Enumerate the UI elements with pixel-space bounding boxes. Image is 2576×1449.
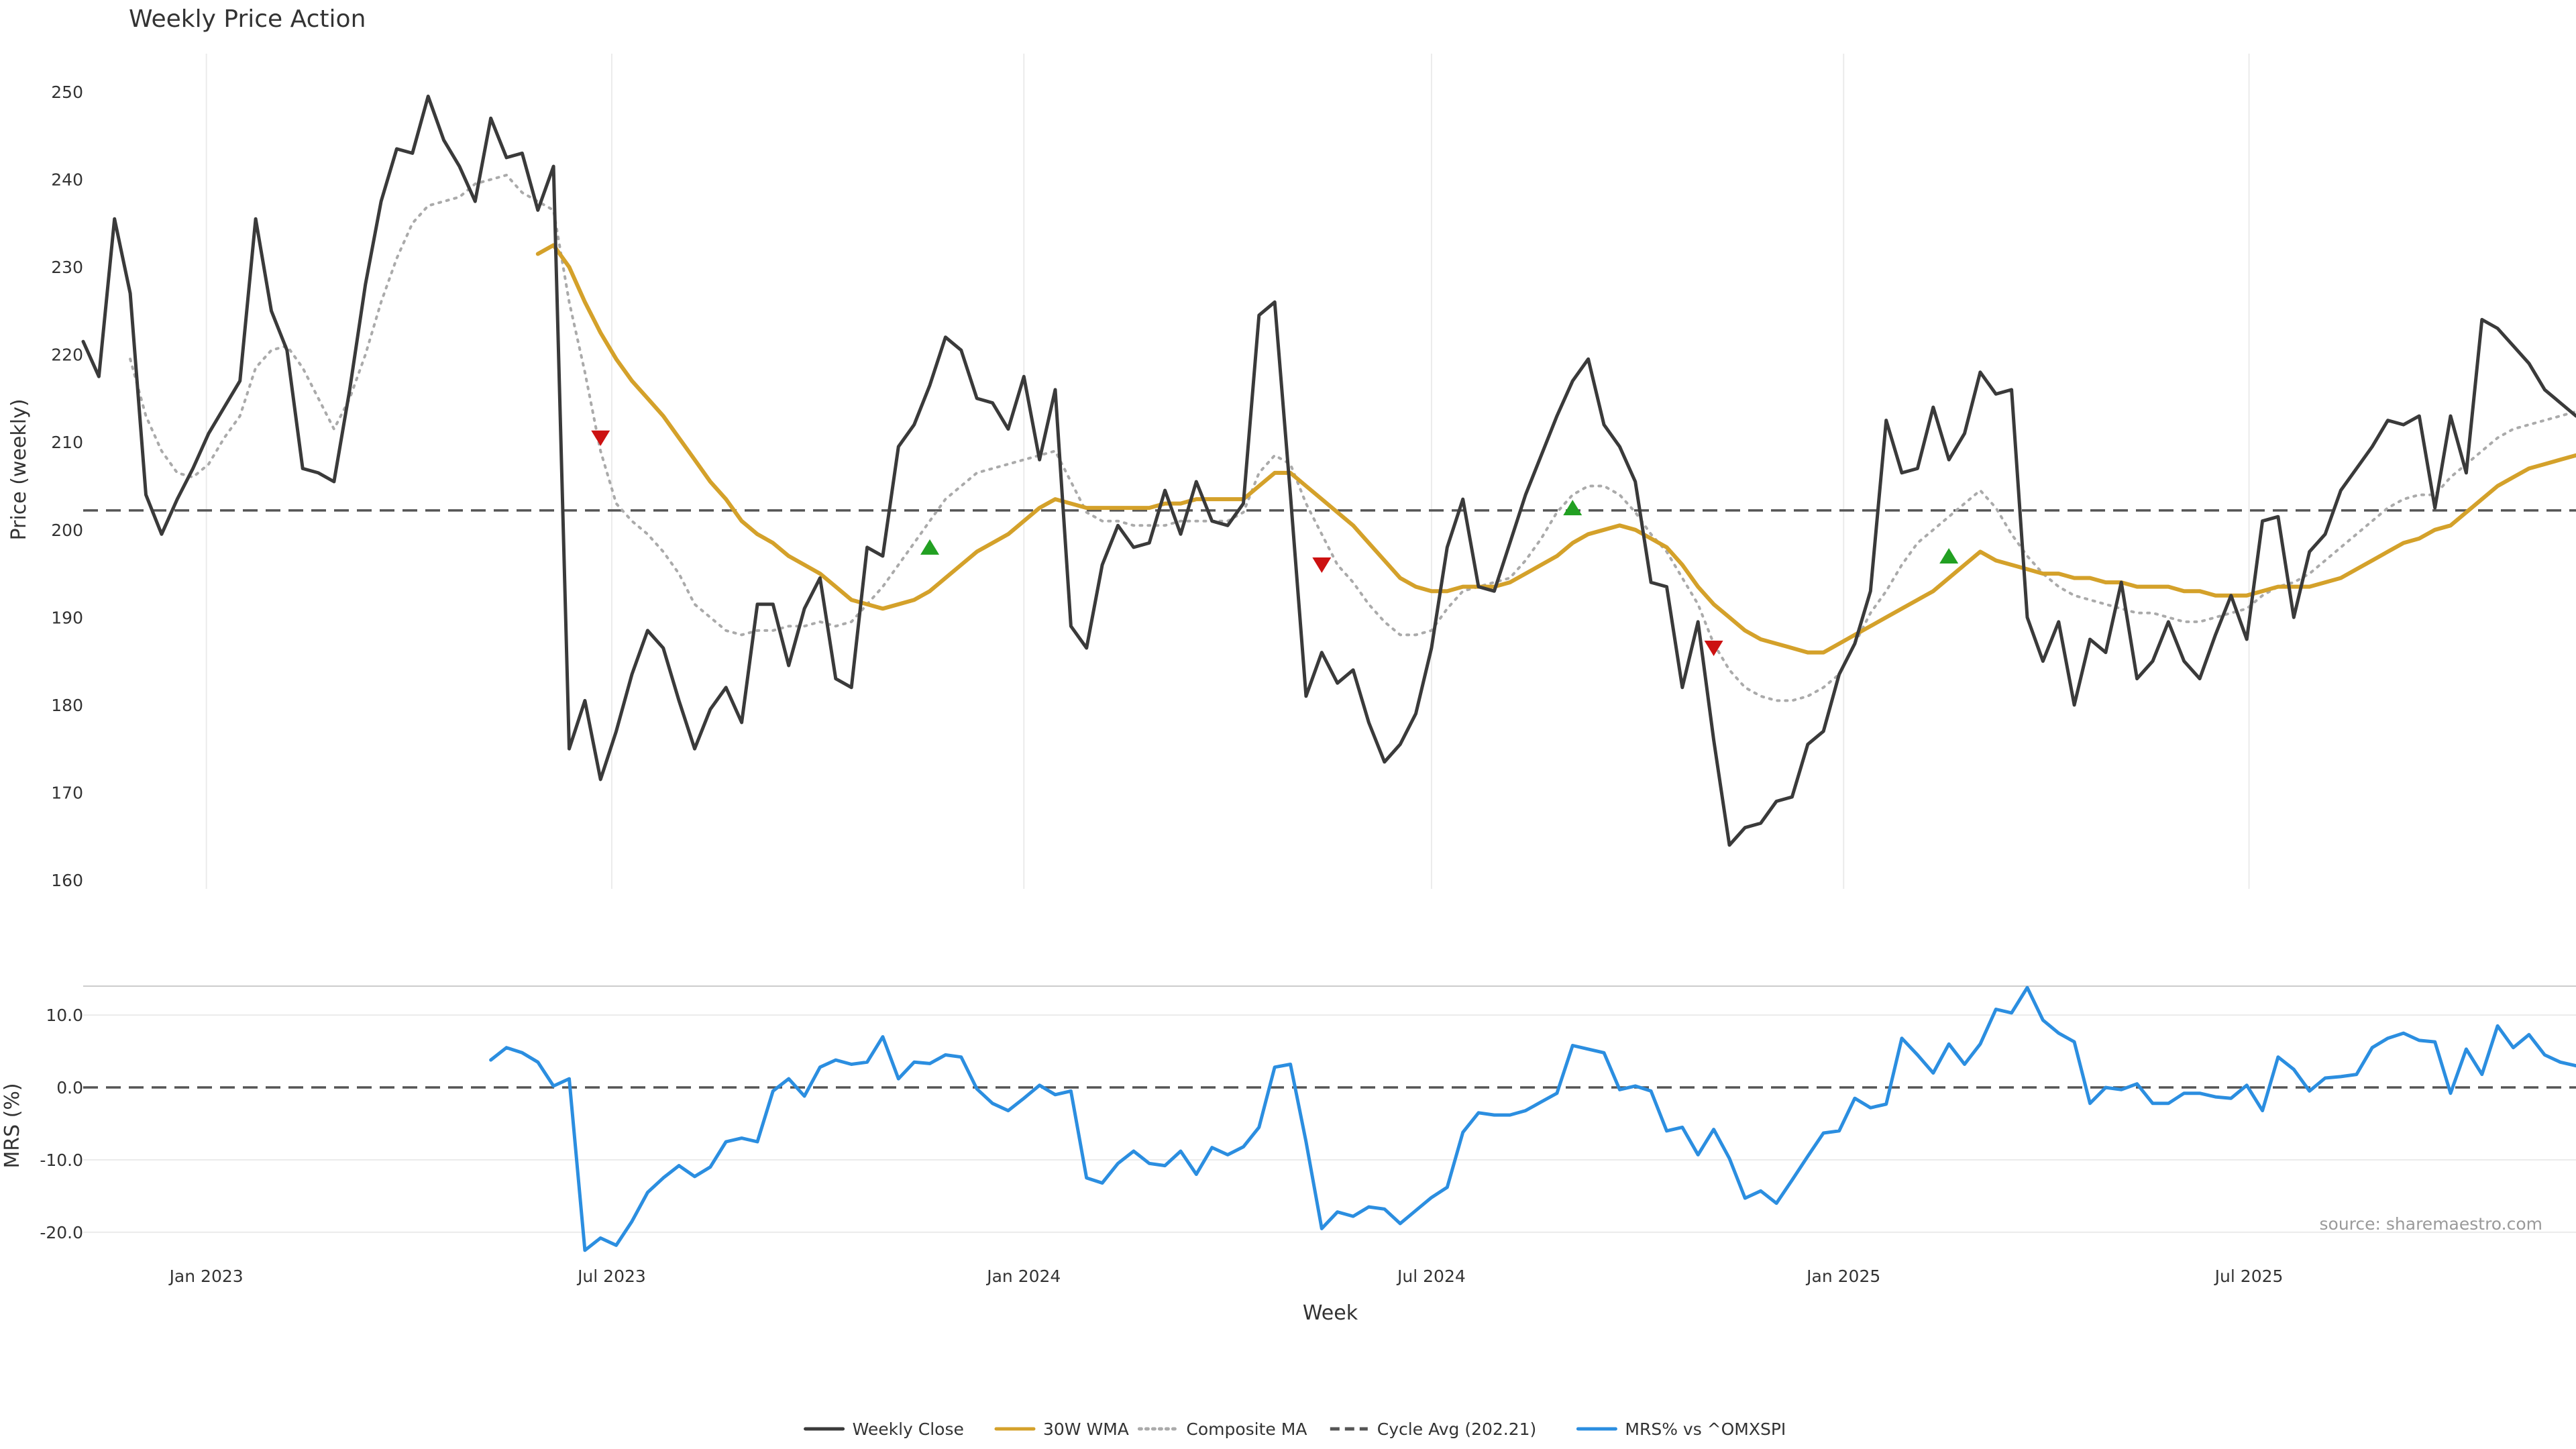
mrs-y-ticks: 10.0 0.0 -10.0 -20.0: [40, 1006, 83, 1242]
series-mrs-vs-omxspi: [489, 985, 2576, 1252]
sell-signal-marker: [1704, 641, 1723, 657]
sell-signal-marker: [591, 430, 610, 446]
series-30w-wma: [535, 243, 2576, 655]
legend: Weekly Close 30W WMA Composite MA Cycle Avg…: [804, 1419, 1786, 1439]
legend-label: MRS% vs ^OMXSPI: [1625, 1419, 1786, 1439]
legend-label: Weekly Close: [853, 1419, 964, 1439]
price-y-tick-label: 230: [51, 258, 83, 277]
x-tick-label: Jul 2023: [576, 1267, 646, 1286]
mrs-series: [83, 985, 2576, 1252]
buy-signal-marker: [1563, 500, 1582, 516]
legend-label: 30W WMA: [1043, 1419, 1129, 1439]
x-tick-label: Jan 2025: [1805, 1267, 1880, 1286]
price-y-tick-label: 200: [51, 521, 83, 540]
price-y-tick-label: 250: [51, 83, 83, 102]
x-tick-label: Jan 2024: [985, 1267, 1061, 1286]
x-axis-label: Week: [1303, 1301, 1358, 1325]
price-series: [81, 95, 2576, 847]
mrs-y-tick-label: -20.0: [40, 1223, 83, 1242]
price-y-tick-label: 240: [51, 170, 83, 190]
buy-signal-marker: [920, 539, 940, 555]
x-axis-ticks: Jan 2023 Jul 2023 Jan 2024 Jul 2024 Jan 2025…: [168, 1267, 2284, 1286]
series-weekly-close: [81, 95, 2576, 847]
legend-label: Cycle Avg (202.21): [1377, 1419, 1537, 1439]
x-tick-label: Jul 2025: [2214, 1267, 2284, 1286]
series-composite-ma: [129, 174, 2576, 702]
price-y-tick-label: 190: [51, 608, 83, 627]
chart-title: Weekly Price Action: [129, 5, 366, 33]
price-panel: 160 170 180 190 200 210 220 230 240 250 Price (we…: [7, 54, 2576, 890]
price-y-tick-label: 220: [51, 345, 83, 365]
buy-signal-marker: [1939, 547, 1959, 564]
mrs-y-tick-label: 10.0: [46, 1006, 83, 1025]
price-y-tick-label: 160: [51, 871, 83, 890]
signal-markers: [591, 430, 1959, 657]
price-y-axis-label: Price (weekly): [7, 398, 31, 540]
sell-signal-marker: [1312, 557, 1332, 573]
price-y-tick-label: 180: [51, 696, 83, 715]
source-note: source: sharemaestro.com: [2320, 1214, 2543, 1234]
x-tick-label: Jan 2023: [168, 1267, 244, 1286]
price-y-tick-label: 170: [51, 783, 83, 802]
price-grid: [205, 54, 2250, 889]
mrs-y-tick-label: -10.0: [40, 1150, 83, 1170]
mrs-grid: [83, 1014, 2576, 1233]
mrs-panel: 10.0 0.0 -10.0 -20.0 MRS (%) source: sharem…: [1, 985, 2576, 1252]
x-tick-label: Jul 2024: [1396, 1267, 1466, 1286]
price-y-tick-label: 210: [51, 433, 83, 452]
legend-label: Composite MA: [1186, 1419, 1307, 1439]
price-y-ticks: 160 170 180 190 200 210 220 230 240 250: [51, 83, 83, 890]
mrs-y-tick-label: 0.0: [56, 1078, 83, 1097]
mrs-y-axis-label: MRS (%): [1, 1083, 24, 1168]
